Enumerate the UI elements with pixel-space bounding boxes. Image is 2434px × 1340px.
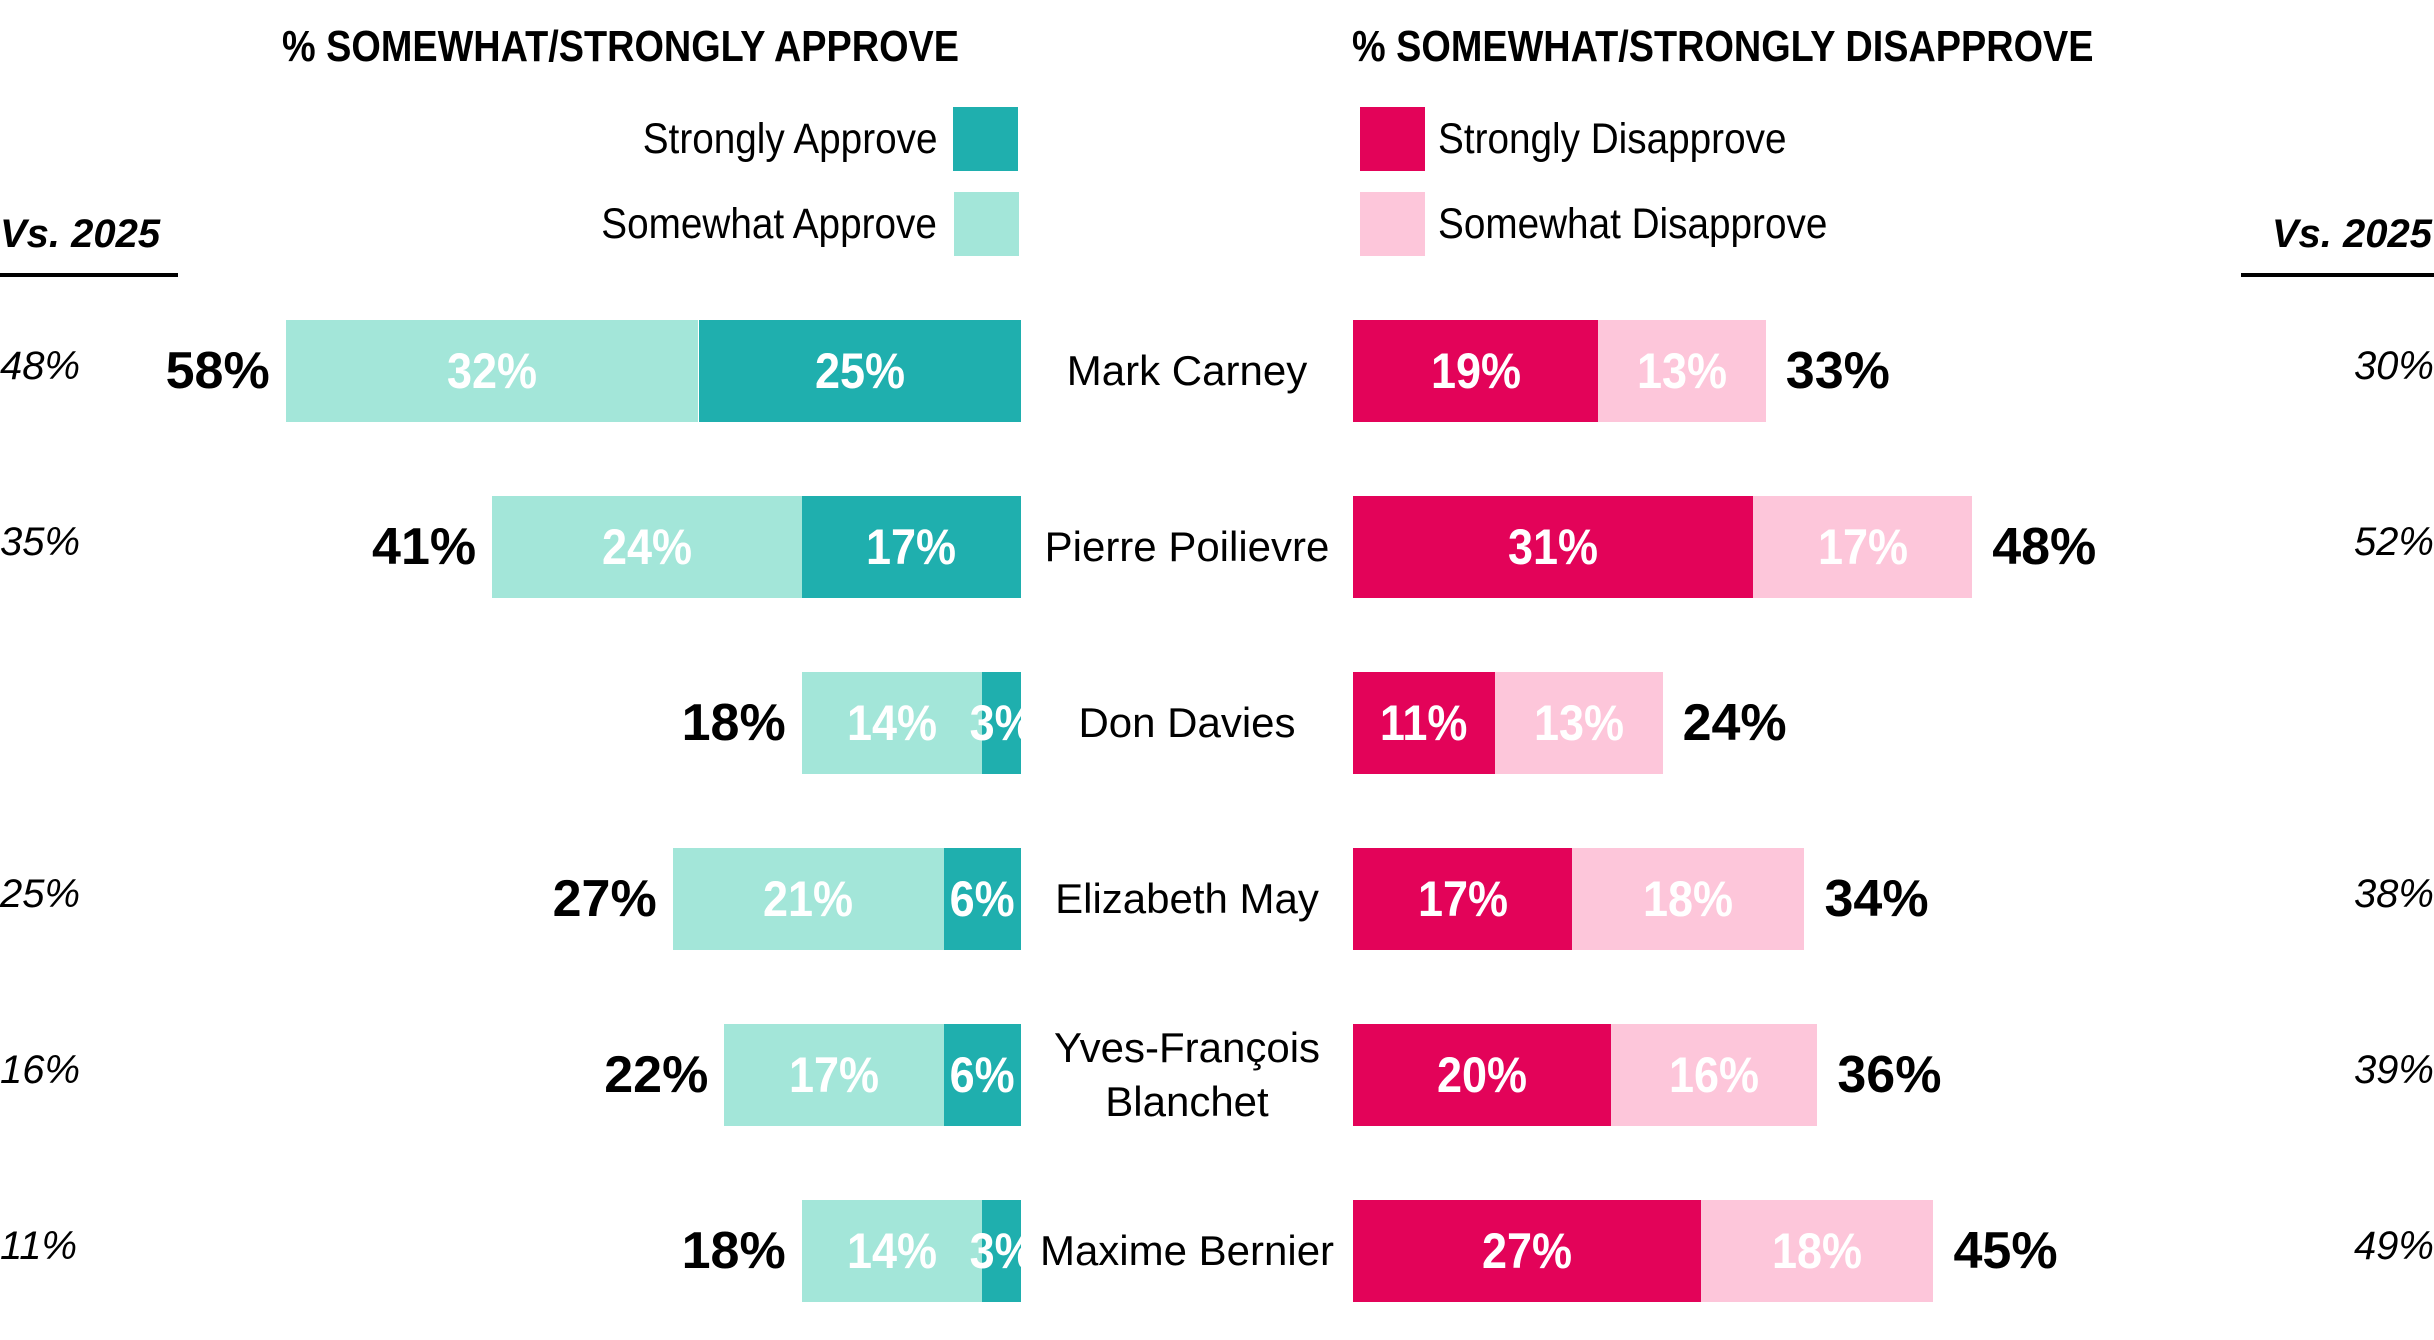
prior-disapprove-value: 38% — [2353, 872, 2434, 916]
legend-somewhat-approve-swatch — [954, 192, 1019, 256]
somewhat-approve-bar: 24% — [492, 496, 802, 598]
somewhat-disapprove-bar: 17% — [1752, 496, 1973, 598]
prior-disapprove-value: 39% — [2353, 1048, 2434, 1092]
strongly-approve-value: 6% — [949, 871, 1015, 927]
somewhat-disapprove-bar: 18% — [1572, 848, 1805, 950]
legend-strongly-approve-label: Strongly Approve — [642, 115, 937, 163]
somewhat-disapprove-value: 18% — [1772, 1223, 1863, 1279]
somewhat-disapprove-value: 17% — [1817, 519, 1908, 575]
prior-disapprove-value: 52% — [2353, 520, 2434, 564]
approve-header: % SOMEWHAT/STRONGLY APPROVE — [282, 22, 960, 71]
vs-2025-right-underline — [2241, 273, 2434, 277]
prior-approve-value: 48% — [0, 344, 81, 388]
chart-row: 35% 41% 24% 17% Pierre Poilievre 31% 17% 48% 52% — [0, 496, 2434, 598]
strongly-approve-value: 3% — [969, 695, 1035, 751]
somewhat-disapprove-value: 13% — [1533, 695, 1624, 751]
somewhat-disapprove-bar: 13% — [1494, 672, 1663, 774]
strongly-disapprove-value: 19% — [1430, 343, 1521, 399]
chart-row: 11% 18% 14% 3% Maxime Bernier 27% 18% 45% 49% — [0, 1200, 2434, 1302]
prior-approve-value: 35% — [0, 520, 81, 564]
somewhat-approve-value: 24% — [601, 519, 692, 575]
strongly-disapprove-value: 31% — [1507, 519, 1598, 575]
strongly-disapprove-value: 27% — [1482, 1223, 1573, 1279]
strongly-approve-bar: 3% — [969, 1200, 1034, 1302]
disapprove-total-label: 48% — [1992, 518, 2097, 576]
somewhat-approve-bar: 21% — [672, 848, 944, 950]
vs-2025-left-underline — [0, 273, 178, 277]
prior-approve-value: 16% — [0, 1048, 81, 1092]
candidate-name: Mark Carney — [1066, 347, 1308, 394]
somewhat-disapprove-value: 16% — [1669, 1047, 1760, 1103]
prior-disapprove-value: 30% — [2353, 344, 2434, 388]
chart-row: 25% 27% 21% 6% Elizabeth May 17% 18% 34% 38% — [0, 848, 2434, 950]
somewhat-approve-bar: 14% — [801, 1200, 983, 1302]
somewhat-approve-value: 14% — [846, 1223, 938, 1279]
somewhat-approve-bar: 17% — [724, 1024, 944, 1126]
candidate-name: Elizabeth May — [1055, 875, 1319, 922]
prior-approve-value: 25% — [0, 872, 81, 916]
approve-total-label: 58% — [165, 342, 270, 400]
strongly-approve-value: 25% — [814, 343, 905, 399]
legend-strongly-disapprove-label: Strongly Disapprove — [1438, 115, 1787, 163]
strongly-disapprove-value: 17% — [1417, 871, 1508, 927]
strongly-approve-bar: 3% — [969, 672, 1034, 774]
approve-total-label: 22% — [604, 1046, 709, 1104]
prior-approve-value: 11% — [0, 1224, 78, 1268]
legend-somewhat-disapprove-swatch — [1360, 192, 1425, 256]
strongly-approve-bar: 17% — [801, 496, 1021, 598]
candidate-name: Yves-François Blanchet — [1053, 1024, 1321, 1125]
somewhat-approve-value: 32% — [447, 343, 538, 399]
somewhat-disapprove-bar: 16% — [1611, 1024, 1818, 1126]
strongly-disapprove-bar: 19% — [1353, 320, 1599, 422]
disapprove-total-label: 24% — [1682, 694, 1787, 752]
somewhat-disapprove-value: 13% — [1636, 343, 1727, 399]
strongly-disapprove-value: 11% — [1380, 695, 1468, 751]
prior-disapprove-value: 49% — [2353, 1224, 2434, 1268]
strongly-disapprove-bar: 27% — [1353, 1200, 1702, 1302]
somewhat-approve-value: 17% — [788, 1047, 879, 1103]
approve-total-label: 27% — [552, 870, 657, 928]
approve-total-label: 18% — [681, 694, 786, 752]
vs-2025-left-label: Vs. 2025 — [0, 212, 161, 256]
vs-2025-right-label: Vs. 2025 — [2271, 212, 2432, 256]
somewhat-approve-bar: 32% — [285, 320, 699, 422]
somewhat-approve-value: 21% — [763, 871, 854, 927]
legend-strongly-approve-swatch — [953, 107, 1018, 171]
somewhat-disapprove-value: 18% — [1643, 871, 1734, 927]
strongly-disapprove-bar: 11% — [1353, 672, 1495, 774]
strongly-disapprove-bar: 20% — [1353, 1024, 1611, 1126]
disapprove-total-label: 45% — [1953, 1222, 2058, 1280]
approve-total-label: 41% — [372, 518, 477, 576]
disapprove-header: % SOMEWHAT/STRONGLY DISAPPROVE — [1352, 22, 2094, 71]
chart-row: 16% 22% 17% 6% Yves-François Blanchet 20% 16% 3… — [0, 1024, 2434, 1126]
strongly-disapprove-bar: 17% — [1353, 848, 1573, 950]
somewhat-approve-bar: 14% — [801, 672, 983, 774]
legend-somewhat-disapprove-label: Somewhat Disapprove — [1438, 200, 1828, 248]
strongly-approve-bar: 25% — [698, 320, 1021, 422]
somewhat-disapprove-bar: 18% — [1701, 1200, 1934, 1302]
strongly-approve-value: 3% — [969, 1223, 1035, 1279]
strongly-approve-value: 6% — [949, 1047, 1015, 1103]
legend-strongly-disapprove-swatch — [1360, 107, 1425, 171]
disapprove-total-label: 33% — [1785, 342, 1890, 400]
strongly-disapprove-bar: 31% — [1353, 496, 1753, 598]
strongly-approve-value: 17% — [866, 519, 957, 575]
candidate-name: Maxime Bernier — [1039, 1227, 1335, 1274]
disapprove-total-label: 34% — [1824, 870, 1929, 928]
chart-row: 48% 58% 32% 25% Mark Carney 19% 13% 33% 30% — [0, 320, 2434, 422]
strongly-approve-bar: 6% — [943, 848, 1021, 950]
strongly-approve-bar: 6% — [943, 1024, 1021, 1126]
candidate-name: Don Davies — [1078, 699, 1296, 746]
somewhat-approve-value: 14% — [846, 695, 938, 751]
somewhat-disapprove-bar: 13% — [1598, 320, 1766, 422]
chart-row: 18% 14% 3% Don Davies 11% 13% 24% — [0, 672, 2434, 774]
strongly-disapprove-value: 20% — [1436, 1047, 1528, 1103]
approve-total-label: 18% — [681, 1222, 786, 1280]
disapprove-total-label: 36% — [1837, 1046, 1942, 1104]
candidate-name: Pierre Poilievre — [1044, 523, 1330, 570]
legend-somewhat-approve-label: Somewhat Approve — [601, 200, 937, 248]
